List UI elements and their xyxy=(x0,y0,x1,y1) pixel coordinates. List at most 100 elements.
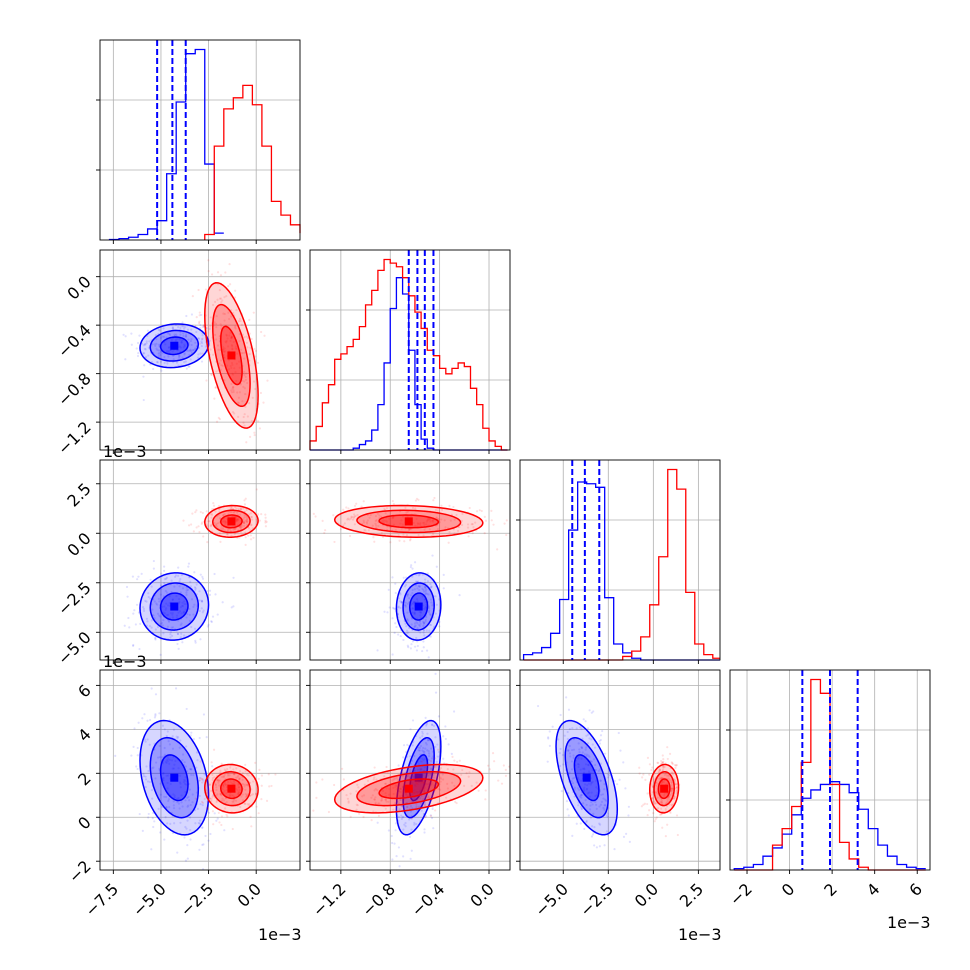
scatter-point xyxy=(182,346,185,349)
scatter-point xyxy=(208,783,211,787)
scatter-point xyxy=(641,776,644,779)
scatter-point xyxy=(399,787,402,791)
scatter-point xyxy=(576,787,579,790)
scatter-point xyxy=(429,518,432,521)
scatter-point xyxy=(200,607,203,610)
scatter-point xyxy=(163,577,166,581)
scatter-point xyxy=(187,804,190,807)
scatter-point xyxy=(199,802,202,806)
scatter-point xyxy=(200,338,204,341)
scatter-point xyxy=(362,521,366,524)
scatter-point xyxy=(579,795,582,798)
scatter-point xyxy=(243,413,246,416)
scatter-point xyxy=(246,520,249,523)
scatter-point xyxy=(161,624,164,627)
scatter-point xyxy=(232,340,235,344)
scatter-point xyxy=(586,792,590,795)
scatter-point xyxy=(374,515,378,518)
scatter-point xyxy=(591,780,594,783)
scatter-point xyxy=(455,801,458,805)
scatter-point xyxy=(142,398,145,402)
scatter-point xyxy=(159,350,163,353)
scatter-point xyxy=(398,802,401,805)
scatter-point xyxy=(122,333,125,336)
scatter-point xyxy=(205,736,208,739)
scatter-point xyxy=(663,765,666,769)
scatter-point xyxy=(598,739,601,743)
scatter-point xyxy=(653,801,656,804)
scatter-point xyxy=(585,746,588,749)
scatter-point xyxy=(579,822,582,825)
scatter-point xyxy=(423,750,426,753)
y-tick-label: 0 xyxy=(74,813,95,834)
scatter-point xyxy=(240,508,243,511)
scatter-point xyxy=(244,788,247,791)
scatter-point xyxy=(245,521,248,524)
scatter-point xyxy=(237,774,240,777)
scatter-point xyxy=(240,352,243,355)
scatter-point xyxy=(230,344,234,347)
scatter-point xyxy=(487,764,490,767)
scatter-point xyxy=(142,609,146,613)
scatter-point xyxy=(208,339,211,342)
scatter-point xyxy=(416,774,419,778)
scatter-point xyxy=(391,516,395,519)
scatter-point xyxy=(606,815,609,818)
scatter-point xyxy=(429,582,432,586)
scatter-point xyxy=(188,788,191,791)
scatter-point xyxy=(411,606,414,610)
scatter-point xyxy=(412,601,416,604)
scatter-point xyxy=(217,779,220,782)
scatter-point xyxy=(220,364,223,367)
scatter-point xyxy=(464,651,466,653)
scatter-point xyxy=(640,805,643,808)
scatter-point xyxy=(384,782,387,785)
scatter-point xyxy=(239,319,242,323)
scatter-point xyxy=(179,786,182,789)
scatter-point xyxy=(190,343,193,347)
scatter-point xyxy=(198,337,201,340)
scatter-point xyxy=(237,508,240,511)
scatter-point xyxy=(209,348,212,351)
scatter-point xyxy=(146,719,149,722)
scatter-point xyxy=(423,621,426,625)
scatter-point xyxy=(568,771,571,774)
scatter-point xyxy=(671,789,674,792)
scatter-point xyxy=(222,514,225,517)
scatter-point xyxy=(587,754,590,757)
histogram-frame xyxy=(99,39,301,241)
scatter-point xyxy=(230,534,233,537)
scatter-point xyxy=(136,354,140,358)
scatter-point xyxy=(410,781,413,785)
scatter-point xyxy=(651,784,654,787)
scatter-point xyxy=(429,598,433,601)
scatter-point xyxy=(210,789,213,793)
scatter-point xyxy=(440,518,443,521)
scatter-point xyxy=(223,519,226,522)
scatter-point xyxy=(189,340,192,343)
scatter-point xyxy=(323,531,326,535)
scatter-point xyxy=(198,530,201,534)
scatter-point xyxy=(654,818,657,821)
scatter-point xyxy=(143,347,146,350)
scatter-point xyxy=(245,508,248,512)
scatter-point xyxy=(242,507,245,510)
scatter-point xyxy=(401,815,404,819)
scatter-point xyxy=(183,361,186,364)
scatter-point xyxy=(216,613,219,616)
scatter-point xyxy=(132,644,135,647)
scatter-point xyxy=(177,796,180,800)
scatter-point xyxy=(582,771,586,774)
scatter-point xyxy=(143,738,147,741)
scatter-point xyxy=(198,609,201,613)
scatter-point xyxy=(444,725,447,728)
scatter-point xyxy=(592,710,595,713)
scatter-point xyxy=(171,613,174,616)
scatter-point xyxy=(356,513,359,517)
scatter-point xyxy=(216,344,220,347)
scatter-point xyxy=(251,518,254,521)
scatter-point xyxy=(214,593,217,596)
scatter-point xyxy=(185,602,188,606)
scatter-point xyxy=(200,340,203,343)
scatter-point xyxy=(148,743,151,746)
